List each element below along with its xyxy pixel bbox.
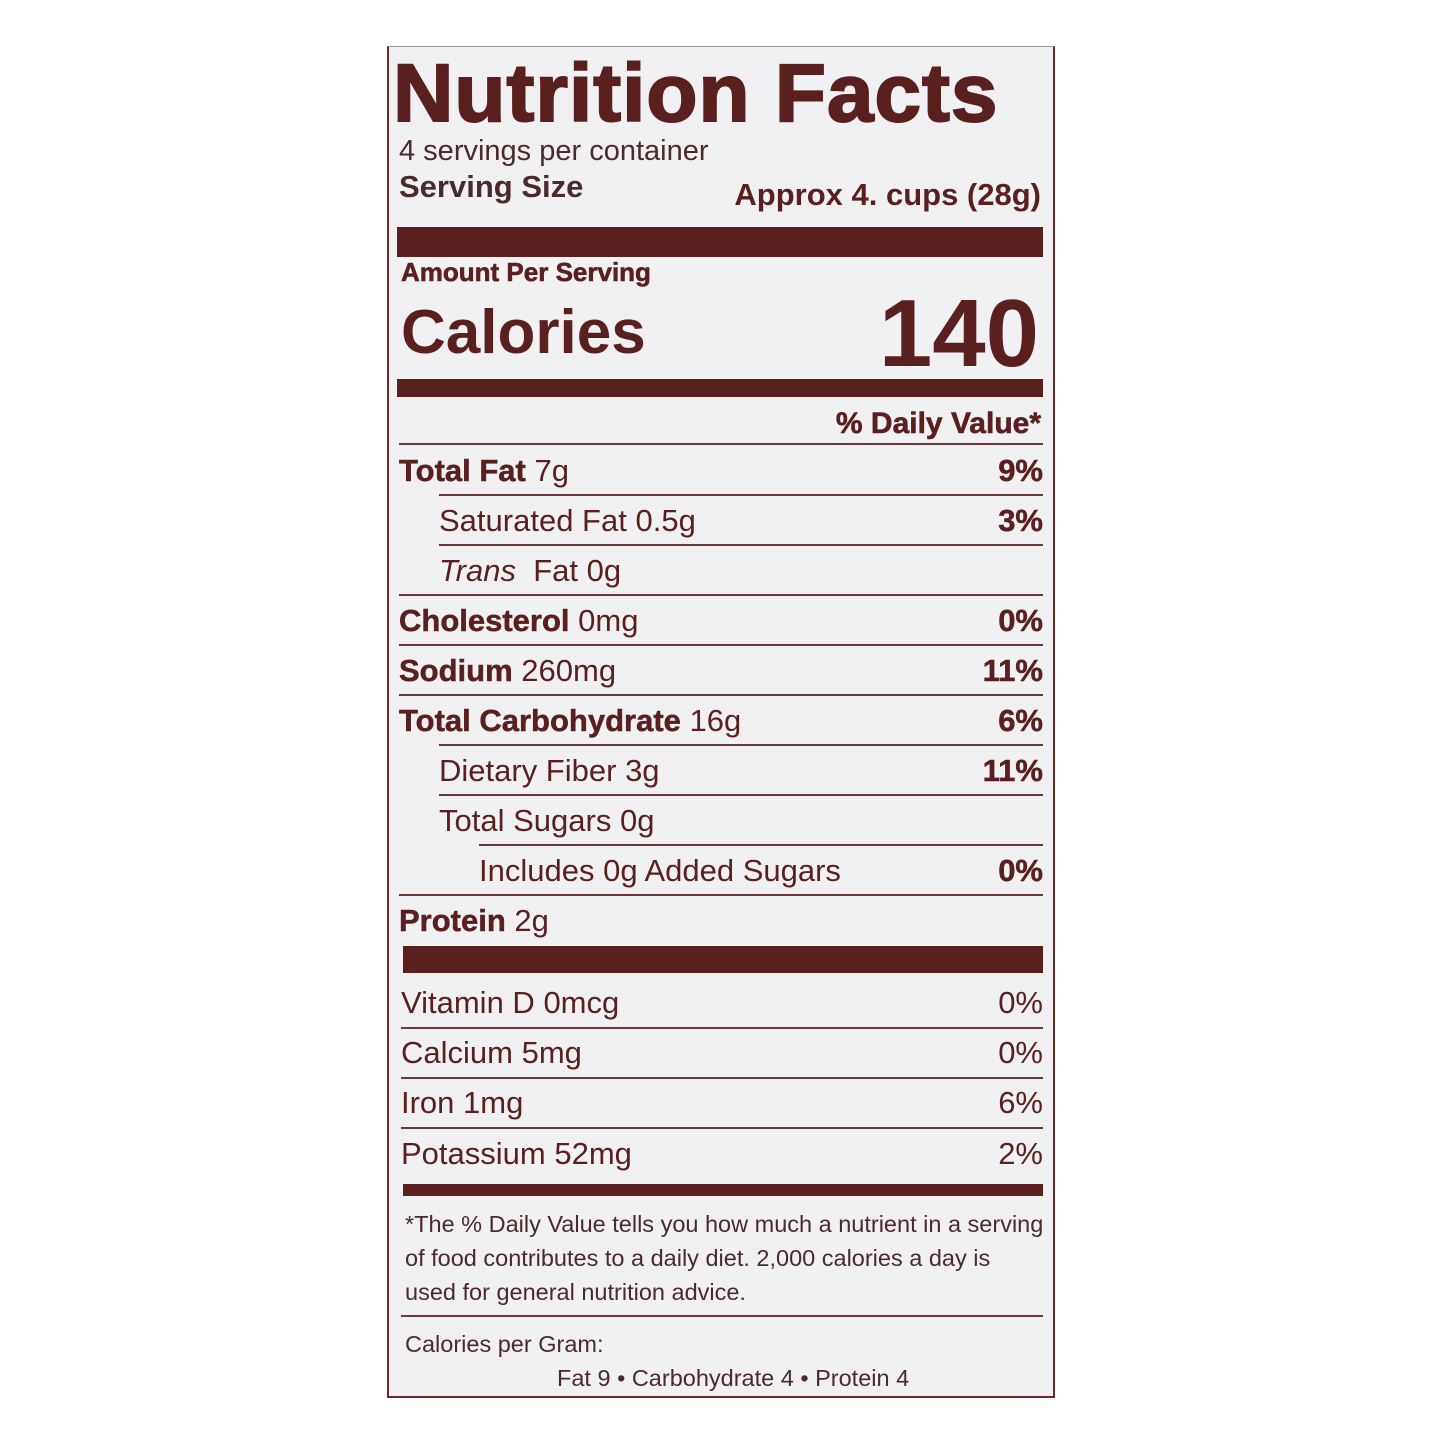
- daily-value-header: % Daily Value*: [835, 407, 1042, 441]
- nutrient-amount: 0g: [619, 803, 655, 838]
- vitamin-amount: 0mcg: [543, 985, 620, 1020]
- vitamin-row: Calcium 5mg 0%: [401, 1029, 1043, 1079]
- nutrient-row: Cholesterol 0mg 0%: [399, 596, 1043, 646]
- serving-size-label: Serving Size: [399, 169, 584, 204]
- nutrient-daily-value: 9%: [998, 453, 1043, 489]
- nutrient-row: Saturated Fat 0.5g 3%: [399, 496, 1043, 546]
- vitamin-daily-value: 0%: [998, 985, 1043, 1020]
- vitamin-name: Iron 1mg: [401, 1085, 523, 1121]
- thick-divider: [403, 946, 1043, 973]
- nutrient-name: Sodium 260mg: [399, 653, 616, 689]
- row-divider: [479, 844, 1043, 846]
- nutrient-name: Total Fat 7g: [399, 453, 569, 489]
- nutrient-row: Total Fat 7g 9%: [399, 446, 1043, 496]
- row-divider: [399, 644, 1043, 646]
- medium-divider: [403, 1184, 1043, 1196]
- row-divider: [439, 544, 1043, 546]
- nutrient-label: Total Fat: [399, 453, 526, 489]
- nutrient-label: Includes 0g Added Sugars: [479, 853, 841, 888]
- vitamin-name: Calcium 5mg: [401, 1035, 582, 1071]
- nutrition-facts-label: Nutrition Facts 4 servings per container…: [387, 46, 1055, 1398]
- nutrient-row: Trans Fat 0g: [399, 546, 1043, 596]
- nutrient-amount: 260mg: [521, 653, 617, 688]
- vitamin-name: Potassium 52mg: [401, 1136, 632, 1172]
- vitamin-amount: 5mg: [521, 1035, 582, 1070]
- vitamin-label: Vitamin D: [401, 985, 535, 1020]
- nutrient-name: Total Carbohydrate 16g: [399, 703, 742, 739]
- calories-value: 140: [878, 280, 1039, 387]
- calories-per-gram-values: Fat 9 • Carbohydrate 4 • Protein 4: [557, 1365, 910, 1391]
- row-divider: [399, 594, 1043, 596]
- nutrient-amount: 2g: [514, 903, 549, 938]
- calories-per-gram-label: Calories per Gram:: [405, 1331, 604, 1357]
- vitamin-rows: Vitamin D 0mcg 0% Calcium 5mg 0% Iron 1mg 6% P…: [401, 979, 1043, 1179]
- vitamin-row: Vitamin D 0mcg 0%: [401, 979, 1043, 1029]
- amount-per-serving: Amount Per Serving: [401, 257, 652, 288]
- nutrient-label: Sodium: [399, 653, 513, 689]
- vitamin-name: Vitamin D 0mcg: [401, 985, 619, 1021]
- nutrient-daily-value: 0%: [998, 853, 1043, 889]
- nutrient-amount: 0.5g: [635, 503, 696, 538]
- nutrient-label: Protein: [399, 903, 506, 939]
- nutrient-row: Total Sugars 0g: [399, 796, 1043, 846]
- nutrient-daily-value: 3%: [998, 503, 1043, 539]
- nutrient-name: Includes 0g Added Sugars: [399, 853, 841, 889]
- vitamin-daily-value: 6%: [998, 1085, 1043, 1120]
- servings-per-container: 4 servings per container: [399, 135, 709, 167]
- nutrient-name: Trans Fat 0g: [399, 553, 621, 589]
- nutrient-name: Saturated Fat 0.5g: [399, 503, 696, 539]
- nutrient-amount: 7g: [534, 453, 569, 488]
- vitamin-daily-value: 0%: [998, 1035, 1043, 1070]
- vitamin-label: Iron: [401, 1085, 455, 1120]
- nutrient-daily-value: 0%: [998, 603, 1043, 639]
- serving-size-value: Approx 4. cups (28g): [734, 177, 1041, 212]
- nutrient-rows: Total Fat 7g 9% Saturated Fat 0.5g 3% Trans …: [399, 446, 1044, 946]
- nutrient-label: Trans: [439, 553, 516, 588]
- nutrient-label: Saturated Fat: [439, 503, 627, 538]
- nutrient-row: Sodium 260mg 11%: [399, 646, 1043, 696]
- thick-divider: [397, 227, 1043, 257]
- nutrient-amount: 0g: [586, 553, 622, 588]
- nutrient-daily-value: 11%: [982, 753, 1043, 789]
- vitamin-row: Potassium 52mg 2%: [401, 1129, 1043, 1179]
- nutrient-amount: 16g: [689, 703, 742, 738]
- medium-divider: [397, 379, 1043, 397]
- row-divider: [439, 744, 1043, 746]
- nutrient-row: Protein 2g: [399, 896, 1043, 946]
- vitamin-label: Calcium: [401, 1035, 513, 1070]
- vitamin-row: Iron 1mg 6%: [401, 1079, 1043, 1129]
- row-divider: [399, 694, 1043, 696]
- nutrient-label-suffix: Fat: [533, 553, 578, 588]
- nutrient-name: Dietary Fiber 3g: [399, 753, 660, 789]
- nutrient-row: Includes 0g Added Sugars 0%: [399, 846, 1043, 896]
- vitamin-amount: 1mg: [463, 1085, 524, 1120]
- row-divider: [439, 494, 1043, 496]
- nutrient-daily-value: 11%: [982, 653, 1043, 689]
- nutrient-amount: 3g: [625, 753, 660, 788]
- row-divider: [439, 794, 1043, 796]
- nutrient-name: Total Sugars 0g: [399, 803, 654, 839]
- vitamin-amount: 52mg: [554, 1136, 632, 1171]
- vitamin-daily-value: 2%: [998, 1136, 1043, 1171]
- divider: [399, 443, 1043, 445]
- footnote: *The % Daily Value tells you how much a …: [405, 1211, 1044, 1305]
- nutrient-label: Total Sugars: [439, 803, 612, 838]
- row-divider: [399, 894, 1043, 896]
- nutrient-row: Dietary Fiber 3g 11%: [399, 746, 1043, 796]
- nutrient-name: Protein 2g: [399, 903, 549, 939]
- nutrient-row: Total Carbohydrate 16g 6%: [399, 696, 1043, 746]
- nutrient-label: Cholesterol: [399, 603, 570, 639]
- nutrient-daily-value: 6%: [998, 703, 1043, 739]
- nutrient-amount: 0mg: [578, 603, 639, 638]
- label-title: Nutrition Facts: [392, 48, 999, 140]
- nutrient-label: Total Carbohydrate: [399, 703, 681, 739]
- vitamin-label: Potassium: [401, 1136, 546, 1171]
- divider: [401, 1315, 1043, 1317]
- nutrient-name: Cholesterol 0mg: [399, 603, 639, 639]
- nutrient-label: Dietary Fiber: [439, 753, 617, 788]
- calories-label: Calories: [401, 298, 646, 367]
